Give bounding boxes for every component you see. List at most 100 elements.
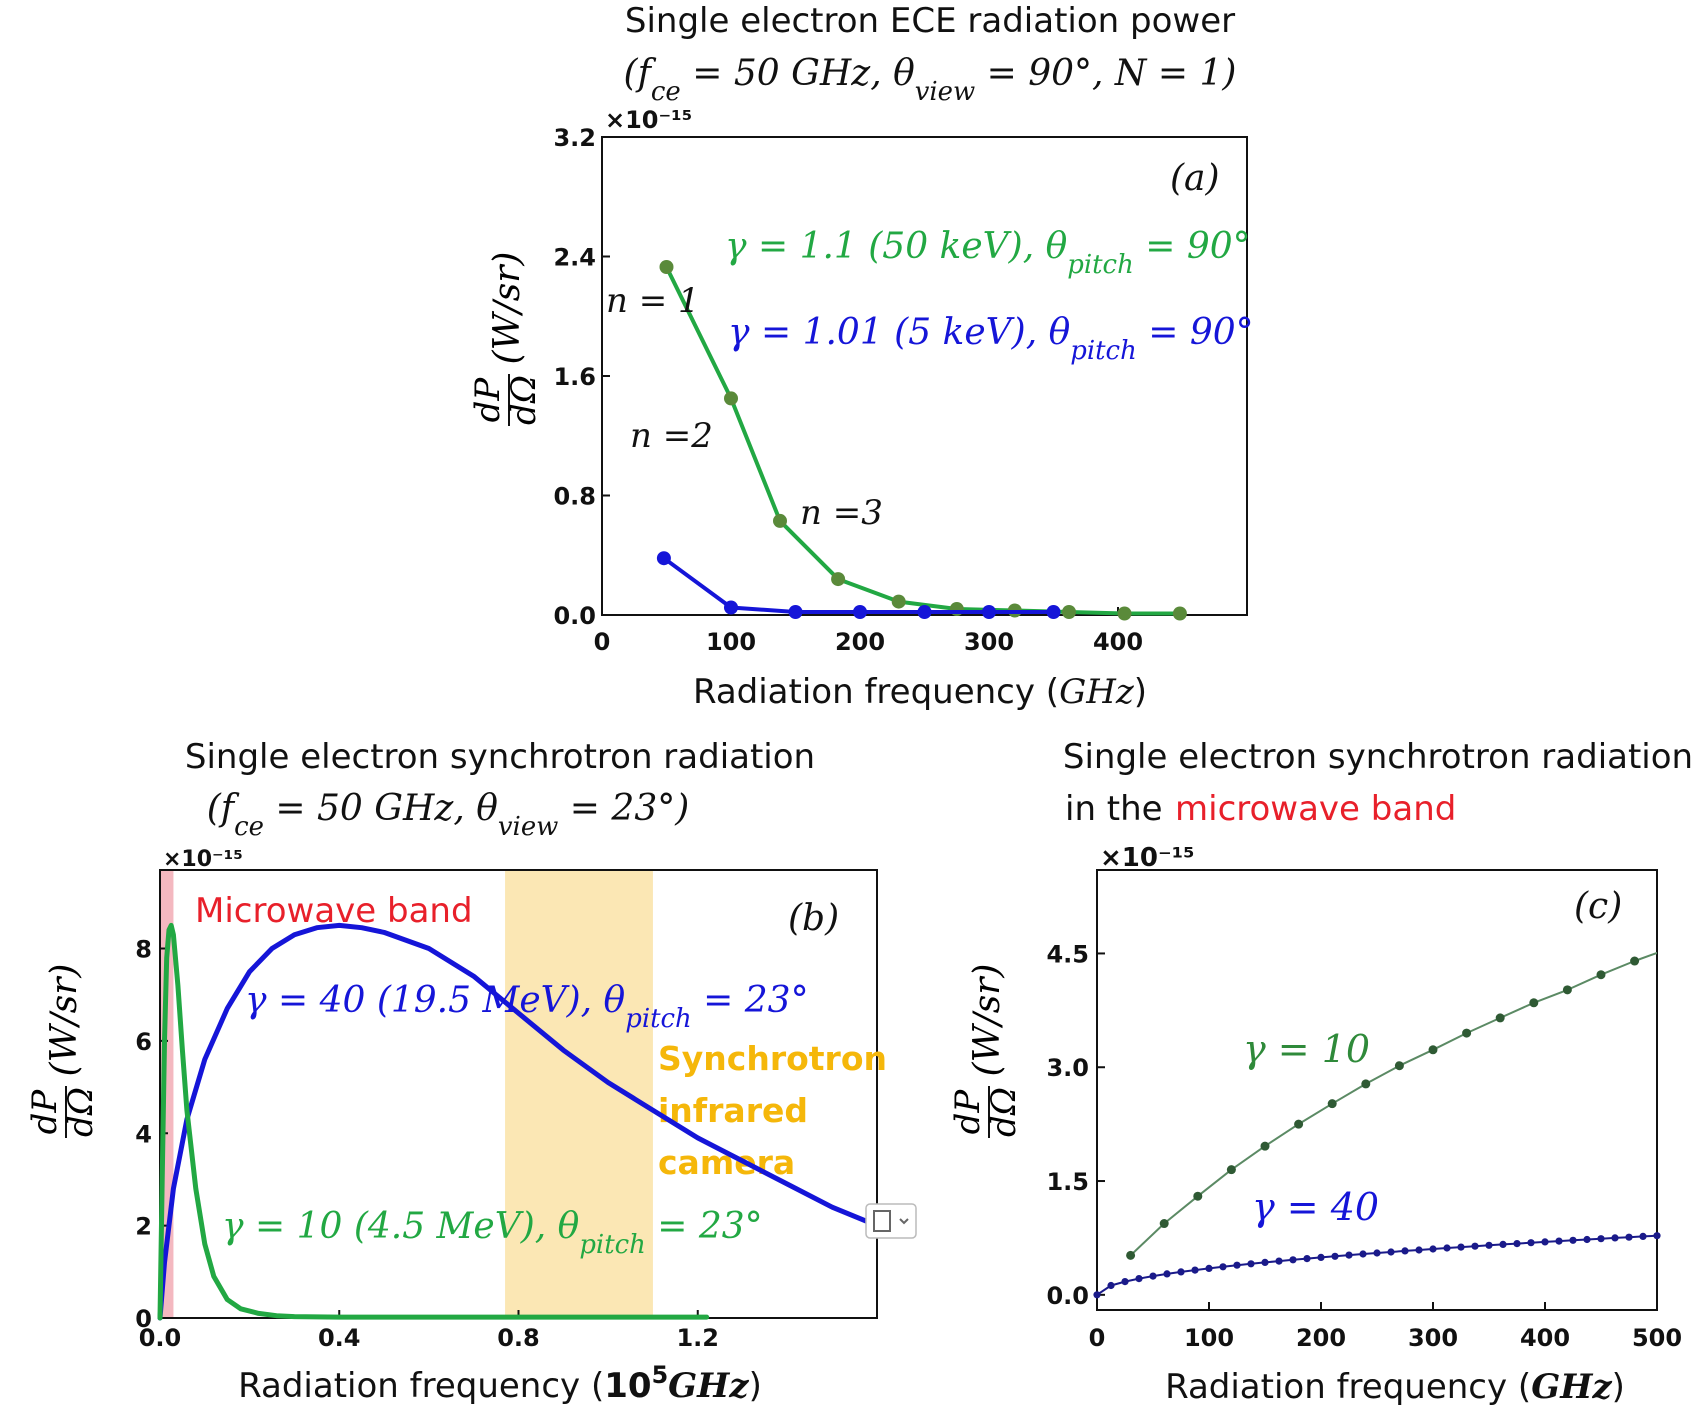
chart-b-xlabel: Radiation frequency (105GHz) <box>238 1361 762 1406</box>
chart-c-series-gamma-40-point <box>1401 1247 1409 1255</box>
chart-c-ytick-label: 1.5 <box>1046 1168 1089 1196</box>
chart-a-series-gamma-1.01-point <box>917 605 932 619</box>
chart-b-xtick-label: 0.0 <box>139 1324 182 1352</box>
chart-b-infrared-label-1: Synchrotron <box>658 1039 887 1078</box>
chart-c-series-gamma-40-point <box>1121 1278 1129 1286</box>
chart-b-title: Single electron synchrotron radiation <box>185 737 815 777</box>
chart-c-series-gamma-40-point <box>1415 1246 1423 1254</box>
ylabel-text: dΩ <box>61 1087 101 1137</box>
chart-c-series-gamma-40-point <box>1457 1243 1465 1251</box>
chart-c-series-gamma-10-point <box>1630 956 1640 966</box>
chart-c-xtick-label: 400 <box>1520 1324 1570 1352</box>
chart-c-series-gamma-40-point <box>1275 1257 1283 1265</box>
chevron-down-icon <box>899 1218 909 1225</box>
chart-b-xtick-label: 0.8 <box>497 1324 540 1352</box>
chart-c-xtick-label: 0 <box>1089 1324 1106 1352</box>
chart-a-series-gamma-1.01-point <box>788 605 803 619</box>
chart-c-series-gamma-40-line <box>1096 1234 1658 1296</box>
chart-c-series-gamma-40-point <box>1555 1237 1563 1245</box>
chart-a-series-gamma-1.1-point <box>1117 606 1132 621</box>
chart-c-series-gamma-40-point <box>1163 1270 1171 1278</box>
chart-a-xlabel: Radiation frequency (GHz) <box>693 672 1147 712</box>
chart-c-series-gamma-40-point <box>1177 1268 1185 1276</box>
chart-c-series-gamma-40-point <box>1387 1248 1395 1256</box>
chart-a-legend-gamma-1.1: γ = 1.1 (50 keV), θpitch = 90° <box>725 226 1251 280</box>
chart-a-panel-label: (a) <box>1170 158 1220 199</box>
chart-c-ytick-label: 0.0 <box>1046 1282 1089 1310</box>
chart-c-series-gamma-10-point <box>1260 1141 1270 1151</box>
chart-b-panel-label: (b) <box>788 898 839 939</box>
ylabel-text: dΩ <box>984 1087 1024 1137</box>
chart-c-series-gamma-40-point <box>1093 1291 1101 1299</box>
chart-a-xtick-label: 300 <box>964 628 1014 656</box>
chart-c-series-gamma-10-point <box>1596 970 1606 980</box>
chart-c-series-gamma-10-point <box>1193 1191 1203 1201</box>
ylabel-text: dP <box>468 377 508 423</box>
chart-c-series-gamma-10-point <box>1327 1099 1337 1109</box>
ylabel-text: dP <box>948 1089 988 1135</box>
chart-c-series-gamma-40-point <box>1289 1256 1297 1264</box>
chart-c-series-gamma-40-point <box>1485 1241 1493 1249</box>
chart-c-series-gamma-10-point <box>1361 1079 1371 1089</box>
chart-a-ytick-label: 3.2 <box>553 124 596 152</box>
chart-a-series-gamma-1.1-point <box>891 594 906 609</box>
chart-a-ytick-label: 2.4 <box>553 244 596 272</box>
chart-a-series-gamma-1.01-point <box>982 605 996 619</box>
chart-a-series-gamma-1.1-point <box>1172 606 1187 621</box>
chart-b-ytick-label: 8 <box>135 936 152 964</box>
chart-b-xtick-label: 0.4 <box>318 1324 361 1352</box>
ylabel-text: dP <box>25 1089 65 1135</box>
chart-c-series-gamma-10-point <box>1126 1250 1136 1260</box>
chart-a-xtick-label: 200 <box>835 628 885 656</box>
chart-b-legend-gamma-10: γ = 10 (4.5 MeV), θpitch = 23° <box>222 1206 763 1260</box>
chart-c-series-gamma-40-point <box>1205 1264 1213 1272</box>
chart-b-series-gamma-10-line <box>157 922 710 1321</box>
chart-c-legend-gamma-40: γ = 40 <box>1252 1185 1379 1229</box>
chart-a-series-gamma-1.01-point <box>1046 605 1061 619</box>
chart-a-xtick-label: 400 <box>1093 628 1143 656</box>
chart-c-legend-gamma-10: γ = 10 <box>1243 1027 1370 1071</box>
chart-b-xtick-label: 1.2 <box>676 1324 719 1352</box>
chart-c-series-gamma-40-point <box>1261 1258 1269 1266</box>
chart-c-panel-label: (c) <box>1574 886 1622 927</box>
chart-a-annotation-n2: n =2 <box>630 416 713 456</box>
chart-c-series-gamma-40-point <box>1345 1251 1353 1259</box>
chart-c-series-gamma-40-point <box>1303 1255 1311 1263</box>
chart-a-annotation-n1: n = 1 <box>606 281 700 321</box>
chart-c-series-gamma-40-point <box>1639 1232 1647 1240</box>
chart-c-subtitle-prefix: in the <box>1065 789 1163 829</box>
chart-a-ytick-label: 1.6 <box>553 363 596 391</box>
chart-c-series-gamma-10-point <box>1495 1013 1505 1023</box>
chart-a-series-gamma-1.1-point <box>724 391 738 406</box>
chart-b-infrared-label-2: infrared <box>658 1091 808 1130</box>
chart-b-subtitle: (fce = 50 GHz, θview = 23°) <box>207 788 690 842</box>
chart-c-xlabel: Radiation frequency (GHz) <box>1165 1367 1625 1407</box>
chart-c-series-gamma-40-point <box>1219 1263 1227 1271</box>
chart-c-series-gamma-40-point <box>1373 1249 1381 1257</box>
chart-a-series-gamma-1.1-point <box>773 513 787 528</box>
chart-c-xtick-label: 100 <box>1184 1324 1234 1352</box>
chart-c-series-gamma-10-point <box>1428 1045 1438 1055</box>
chart-c-series-gamma-40-point <box>1569 1236 1577 1244</box>
chart-c-series-gamma-40-point <box>1247 1260 1255 1268</box>
chart-c-series-gamma-10-point <box>1394 1061 1404 1071</box>
chart-a-legend-gamma-1.01: γ = 1.01 (5 keV), θpitch = 90° <box>728 312 1254 366</box>
chart-a-ytick-label: 0.8 <box>553 483 596 511</box>
chart-a-series-gamma-1.01-point <box>656 551 671 566</box>
chart-a-xtick-label: 0 <box>594 628 611 656</box>
chart-c-series-gamma-10-point <box>1159 1219 1169 1229</box>
chart-c-series-gamma-40-point <box>1527 1239 1535 1247</box>
chart-a-series-gamma-1.1-line <box>664 265 1182 616</box>
chart-b-ytick-label: 6 <box>135 1028 152 1056</box>
chart-c-subtitle-highlight: microwave band <box>1175 789 1456 829</box>
chart-b-ytick-label: 0 <box>135 1305 152 1333</box>
chart-c-series-gamma-40-point <box>1135 1275 1143 1283</box>
ylabel-text: (W/sr) <box>487 252 528 365</box>
chart-a-series-gamma-1.1-point <box>831 572 846 587</box>
chart-c-xtick-label: 500 <box>1632 1324 1682 1352</box>
chart-c-series-gamma-10-point <box>1226 1165 1236 1175</box>
chart-a-series-gamma-1.01-point <box>724 600 738 615</box>
